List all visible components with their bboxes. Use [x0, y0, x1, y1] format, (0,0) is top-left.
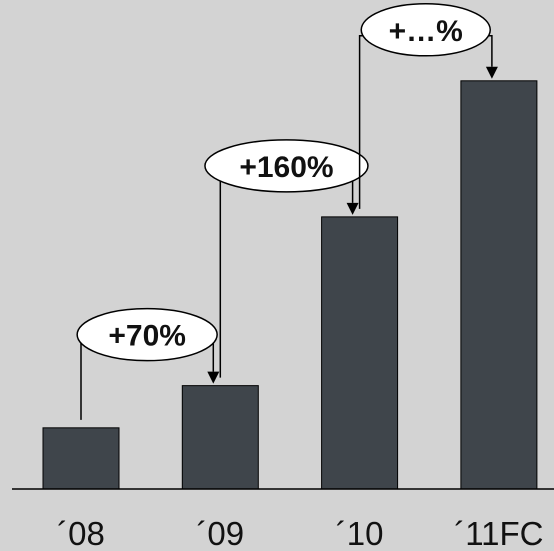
bar-1 — [181, 385, 259, 490]
x-tick-labels: ´08 ´09 ´10 ´11FC — [57, 515, 543, 551]
x-tick-label: ´11FC — [454, 515, 543, 551]
x-tick-label: ´08 — [57, 515, 105, 551]
growth-bubble — [360, 3, 491, 57]
growth-annotation: +160% — [204, 139, 369, 378]
arrow-head — [207, 371, 220, 384]
arrow-head — [346, 202, 359, 215]
growth-label: +70% — [108, 320, 186, 353]
arrow-head — [485, 66, 498, 79]
growth-bubble — [76, 307, 218, 362]
growth-annotation: +70% — [76, 307, 220, 420]
growth-annotations: +70% +160% +…% — [76, 3, 498, 420]
growth-label: +…% — [389, 15, 463, 48]
bar-0 — [42, 427, 120, 490]
growth-bubble — [204, 139, 369, 193]
x-tick-label: ´09 — [196, 515, 244, 551]
growth-label: +160% — [239, 151, 333, 184]
bar-3 — [460, 80, 538, 490]
bars-group — [42, 80, 538, 490]
x-tick-label: ´10 — [336, 515, 384, 551]
bar-2 — [321, 216, 399, 490]
growth-annotation: +…% — [358, 3, 498, 209]
